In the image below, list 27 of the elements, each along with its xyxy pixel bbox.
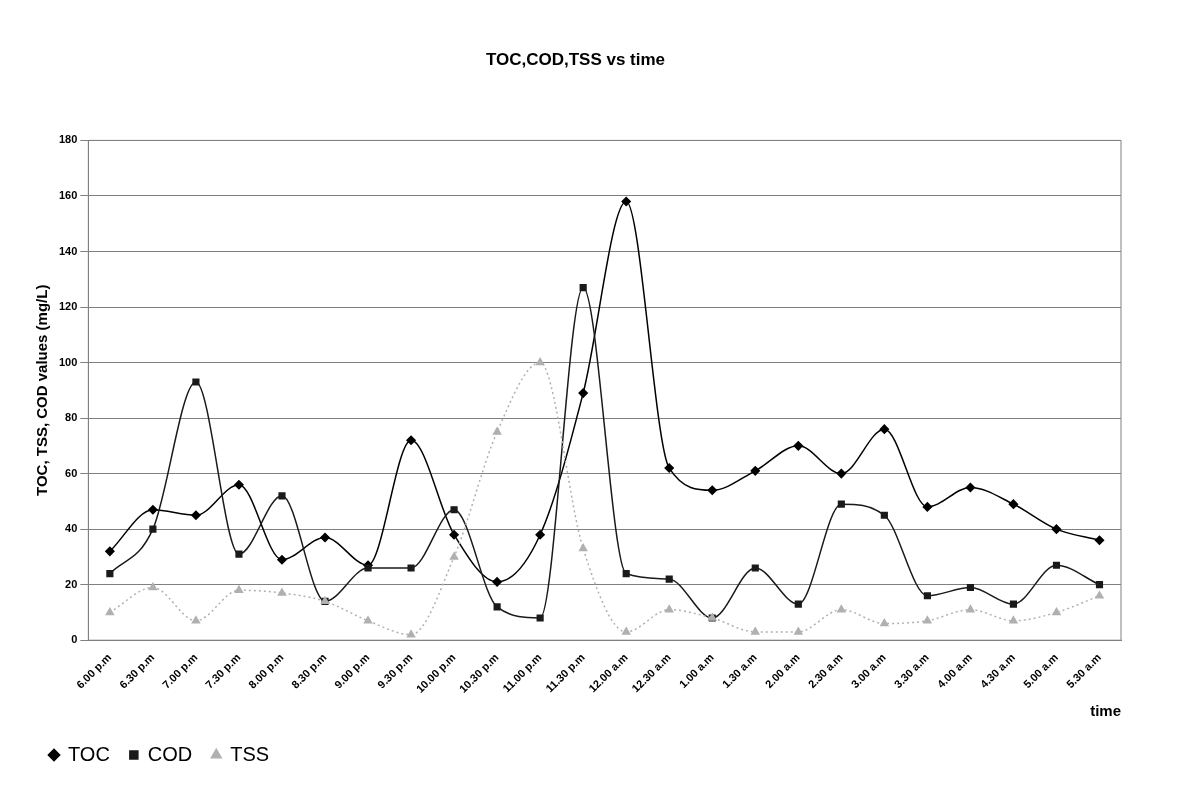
- y-axis-title: TOC, TSS, COD values (mg/L): [33, 284, 51, 497]
- y-tick-label: 160: [58, 188, 78, 201]
- x-tick-label: 1.00 a.m: [676, 650, 716, 691]
- x-axis-title: time: [1090, 702, 1121, 720]
- legend-label: TSS: [230, 742, 270, 765]
- x-tick-label: 7.30 p.m: [202, 650, 243, 691]
- y-tick-label: 60: [65, 466, 78, 479]
- x-tick-label: 2.00 a.m: [762, 650, 803, 691]
- legend-label: COD: [147, 742, 193, 765]
- x-tick-label: 9.00 p.m: [331, 650, 372, 691]
- x-tick-label: 6.30 p.m: [116, 650, 157, 691]
- y-tick-label: 100: [58, 355, 78, 368]
- x-tick-label: 9.30 p.m: [374, 650, 415, 691]
- y-tick-label: 0: [71, 633, 78, 646]
- y-tick-label: 140: [58, 244, 78, 257]
- y-tick-label: 180: [58, 133, 78, 146]
- y-tick-label: 20: [65, 577, 78, 590]
- y-tick-label: 80: [65, 411, 78, 424]
- x-tick-label: 6.00 p.m: [73, 650, 114, 691]
- x-tick-label: 7.00 p.m: [159, 650, 200, 691]
- x-tick-label: 2.30 a.m: [805, 650, 846, 691]
- y-tick-label: 120: [58, 300, 78, 313]
- x-tick-label: 1.30 a.m: [719, 650, 759, 691]
- chart-title: TOC,COD,TSS vs time: [485, 49, 666, 69]
- x-tick-label: 3.00 a.m: [848, 650, 889, 691]
- y-tick-label: 40: [65, 522, 78, 535]
- legend-label: TOC: [68, 742, 110, 765]
